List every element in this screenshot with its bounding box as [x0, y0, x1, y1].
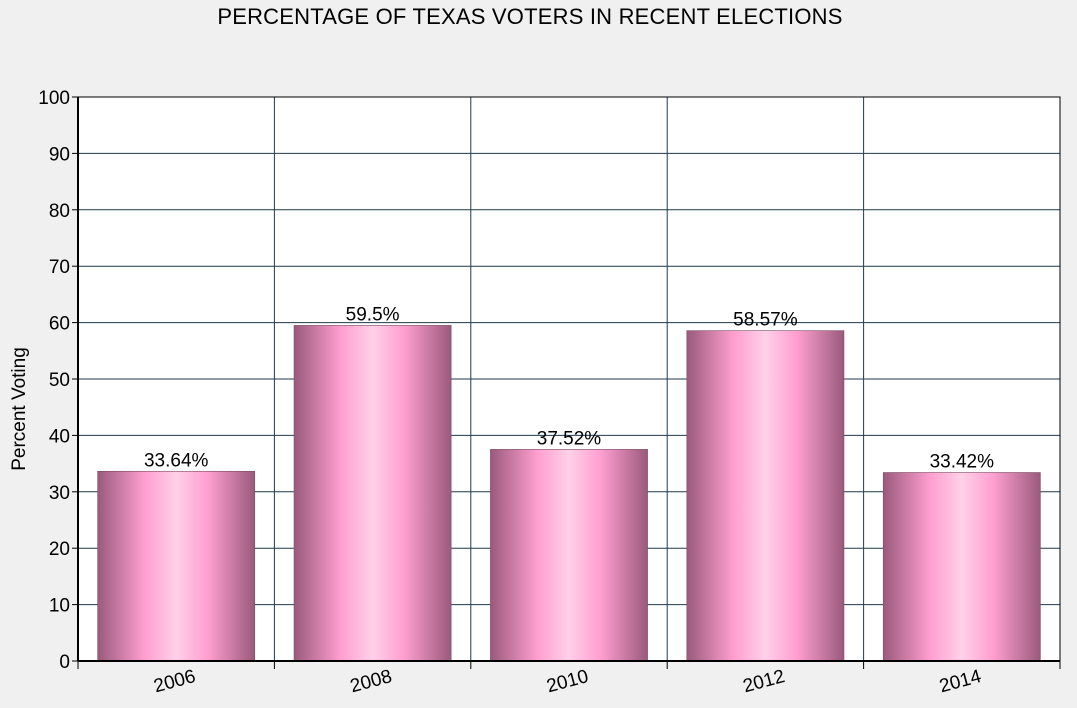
- y-tick-label: 80: [49, 201, 70, 222]
- y-axis-label: Percent Voting: [9, 347, 30, 471]
- y-tick-label: 60: [49, 314, 70, 335]
- bar-2010: [490, 449, 648, 662]
- y-tick-label: 100: [38, 88, 70, 109]
- data-label-2008: 59.5%: [346, 304, 400, 325]
- x-tick-label-2006: 2006: [152, 666, 198, 697]
- y-tick-label: 40: [49, 426, 70, 447]
- bar-2014: [882, 472, 1041, 662]
- bars: 33.64% 59.5% 37.52% 58.57% 33.42%: [97, 304, 1041, 662]
- data-label-2010: 37.52%: [537, 428, 602, 449]
- data-label-2006: 33.64%: [144, 450, 209, 471]
- y-tick-label: 20: [49, 539, 70, 560]
- data-label-2014: 33.42%: [930, 452, 995, 473]
- x-tick-label-2014: 2014: [937, 666, 984, 697]
- data-label-2012: 58.57%: [733, 310, 798, 331]
- y-tick-label: 0: [59, 652, 70, 673]
- y-tick-label: 70: [49, 257, 70, 278]
- x-tick-label-2008: 2008: [348, 666, 394, 697]
- bar-2012: [686, 330, 845, 662]
- x-tick-label-2012: 2012: [741, 666, 787, 697]
- chart-title: PERCENTAGE OF TEXAS VOTERS IN RECENT ELE…: [217, 4, 843, 29]
- y-tick-label: 10: [49, 596, 70, 617]
- bar-2006: [97, 470, 256, 662]
- bar-2008: [293, 325, 452, 662]
- y-tick-label: 90: [49, 144, 70, 165]
- x-tick-label-2010: 2010: [544, 666, 590, 697]
- y-tick-label: 50: [49, 370, 70, 391]
- y-tick-label: 30: [49, 483, 70, 504]
